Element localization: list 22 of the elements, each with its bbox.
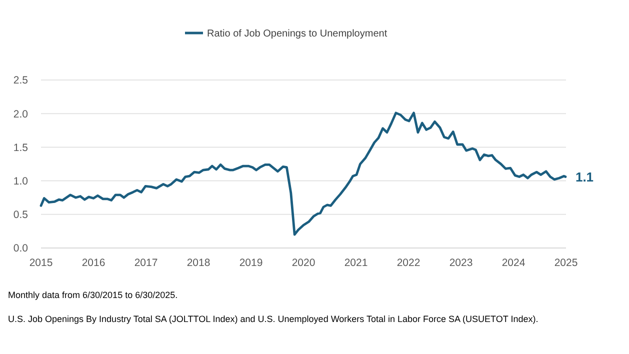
x-tick-label: 2022 xyxy=(396,257,420,269)
x-tick-label: 2016 xyxy=(82,257,106,269)
x-tick-label: 2018 xyxy=(186,257,210,269)
x-tick-label: 2021 xyxy=(344,257,368,269)
x-tick-label: 2025 xyxy=(554,257,578,269)
y-tick-label: 1.0 xyxy=(13,175,28,188)
x-tick-label: 2024 xyxy=(502,257,526,269)
y-tick-label: 2.5 xyxy=(13,74,28,87)
x-tick-label: 2020 xyxy=(292,257,316,269)
x-tick-label: 2015 xyxy=(29,257,53,269)
y-tick-label: 0.0 xyxy=(13,242,28,255)
x-tick-label: 2017 xyxy=(134,257,158,269)
text: Monthly data from 6/30/2015 to 6/30/2025. xyxy=(8,290,178,300)
y-tick-label: 2.0 xyxy=(13,108,28,120)
y-tick-label: 1.5 xyxy=(13,142,28,154)
text: U.S. Job Openings By Industry Total SA (JOLTTOL Index) and U.S. Unemployed Workers Total in Labor Force SA (USUETOT Index). xyxy=(8,314,538,324)
legend-label: Ratio of Job Openings to Unemployment xyxy=(207,28,388,40)
annotation: 1.1 xyxy=(575,169,594,184)
line-series xyxy=(40,112,567,236)
x-tick-label: 2019 xyxy=(239,257,263,269)
y-tick-label: 0.5 xyxy=(13,209,28,222)
x-tick-label: 2023 xyxy=(449,257,473,269)
